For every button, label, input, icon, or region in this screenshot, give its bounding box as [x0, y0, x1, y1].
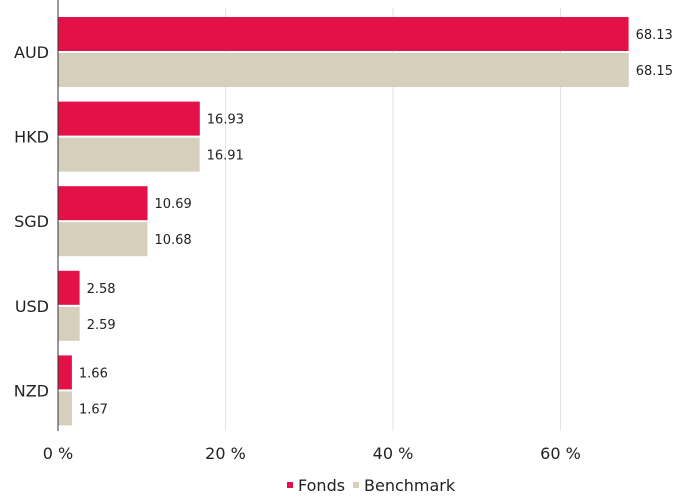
data-label: 10.68	[154, 233, 191, 248]
x-tick-label: 20 %	[205, 444, 246, 463]
category-label: AUD	[14, 43, 49, 62]
legend-swatch-fonds	[287, 482, 293, 488]
category-label: HKD	[14, 128, 49, 147]
data-label: 16.91	[207, 149, 244, 164]
bar-fonds-usd	[58, 270, 80, 305]
data-label: 2.59	[87, 318, 116, 333]
category-label: NZD	[14, 381, 49, 400]
data-label: 2.58	[87, 282, 116, 297]
data-label: 1.67	[79, 402, 108, 417]
bar-fonds-nzd	[58, 355, 72, 390]
bar-benchmark-aud	[58, 53, 629, 87]
bar-fonds-hkd	[58, 101, 200, 136]
bar-benchmark-usd	[58, 306, 80, 341]
x-tick-labels: 0 % 20 % 40 % 60 %	[43, 444, 581, 463]
bar-benchmark-hkd	[58, 137, 200, 172]
category-label: USD	[15, 297, 49, 316]
data-label: 1.66	[79, 366, 108, 381]
data-label: 68.13	[636, 28, 673, 43]
legend-swatch-benchmark	[353, 482, 359, 488]
data-label: 68.15	[636, 64, 673, 79]
legend: Fonds Benchmark	[287, 476, 456, 495]
x-tick-label: 40 %	[373, 444, 414, 463]
data-label: 16.93	[207, 113, 244, 128]
bar-fonds-sgd	[58, 186, 148, 221]
x-tick-label: 0 %	[43, 444, 73, 463]
bar-fonds-aud	[58, 17, 629, 51]
bar-benchmark-nzd	[58, 391, 72, 426]
bars	[58, 17, 629, 426]
x-tick-label: 60 %	[540, 444, 581, 463]
legend-label-fonds: Fonds	[298, 476, 345, 495]
legend-label-benchmark: Benchmark	[364, 476, 456, 495]
bar-benchmark-sgd	[58, 222, 148, 257]
category-labels: AUD HKD SGD USD NZD	[14, 43, 49, 400]
data-label: 10.69	[155, 197, 192, 212]
data-labels: 68.13 68.15 16.93 16.91 10.69 10.68 2.58 2.59 1.…	[79, 28, 673, 417]
category-label: SGD	[14, 212, 49, 231]
